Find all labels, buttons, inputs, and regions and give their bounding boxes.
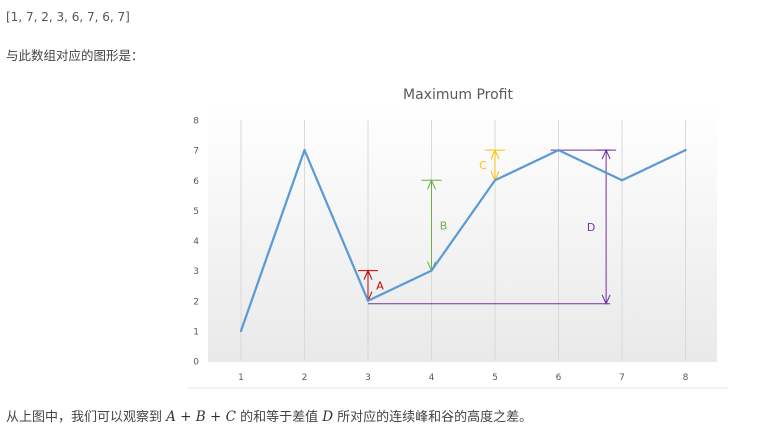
x-tick-label: 1 <box>238 373 244 383</box>
footer-expr: A + B + C <box>166 409 236 425</box>
y-axis-ticks: 0 1 2 3 4 5 6 7 8 <box>193 117 199 368</box>
x-tick-label: 2 <box>302 373 308 383</box>
x-tick-label: 7 <box>619 373 625 383</box>
x-axis-ticks: 1 2 3 4 5 6 7 8 <box>238 373 689 383</box>
annotation-a-label: A <box>376 280 384 293</box>
y-tick-label: 8 <box>193 117 199 127</box>
y-tick-label: 6 <box>193 177 199 187</box>
data-point <box>366 299 370 302</box>
data-point <box>684 148 687 152</box>
chart-svg: Maximum Profit 0 1 2 3 4 5 6 7 8 1 2 3 4 5 6 7 8 A B C D <box>188 87 728 389</box>
footer-var: D <box>322 409 334 425</box>
x-tick-label: 4 <box>429 373 435 383</box>
footer-pre: 从上图中，我们可以观察到 <box>6 410 167 425</box>
plot-area <box>208 104 717 362</box>
annotation-c-label: C <box>479 159 487 172</box>
chart: Maximum Profit 0 1 2 3 4 5 6 7 8 1 2 3 4 5 6 7 8 A B C D <box>188 78 728 390</box>
data-point <box>303 148 306 152</box>
y-tick-label: 4 <box>193 237 199 247</box>
annotation-d-label: D <box>587 221 595 234</box>
series-layer <box>239 148 687 333</box>
chart-title: Maximum Profit <box>403 87 513 103</box>
annotation-labels: A B C D <box>376 159 595 293</box>
y-tick-label: 3 <box>193 267 199 277</box>
data-point <box>430 269 433 272</box>
data-point <box>239 329 243 333</box>
footer-text: 从上图中，我们可以观察到 A + B + C 的和等于差值 D 所对应的连续峰和… <box>6 406 532 425</box>
intro-text: 与此数组对应的图形是： <box>6 48 144 63</box>
y-tick-label: 0 <box>193 358 199 368</box>
y-tick-label: 2 <box>193 297 199 307</box>
y-tick-label: 5 <box>193 207 199 217</box>
array-text: [1, 7, 2, 3, 6, 7, 6, 7] <box>6 10 130 24</box>
y-tick-label: 1 <box>193 327 199 337</box>
x-tick-label: 5 <box>492 373 498 383</box>
y-tick-label: 7 <box>193 147 199 157</box>
footer-post: 所对应的连续峰和谷的高度之差。 <box>333 410 533 425</box>
x-tick-label: 8 <box>683 373 689 383</box>
data-point <box>620 179 624 182</box>
data-point <box>493 179 497 182</box>
x-tick-label: 3 <box>365 373 371 383</box>
data-point <box>557 148 560 152</box>
annotation-b-label: B <box>440 219 448 232</box>
footer-mid: 的和等于差值 <box>235 410 323 425</box>
series-line-1 <box>239 149 687 332</box>
x-tick-label: 6 <box>556 373 562 383</box>
